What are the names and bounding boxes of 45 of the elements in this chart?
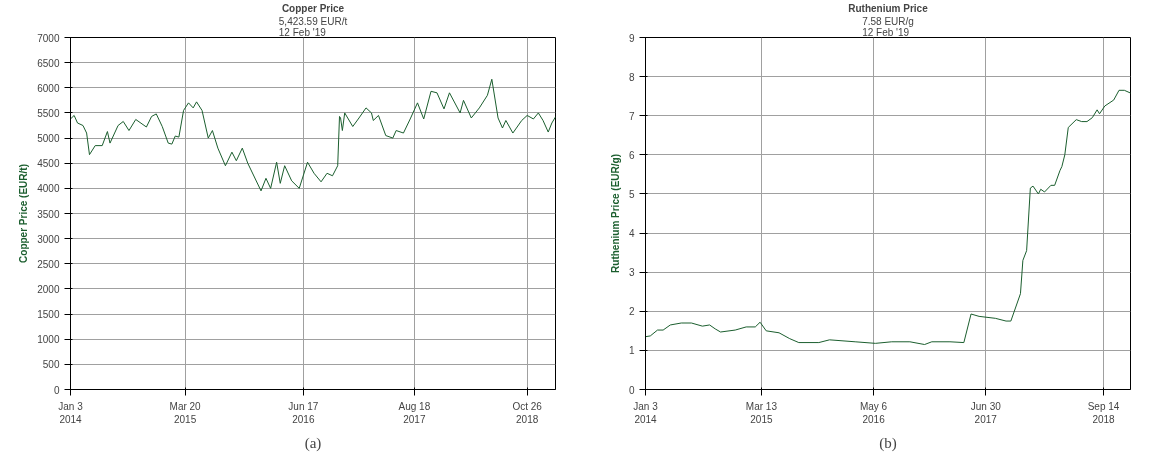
x-tick-label: May 6 2016 — [859, 400, 888, 425]
x-tick-label: Jun 30 2017 — [970, 400, 1002, 425]
y-tick-label: 8 — [628, 71, 635, 83]
y-tick-label: 2000 — [37, 283, 60, 295]
y-tick-label: 6000 — [37, 82, 60, 94]
y-tick-label: 0 — [628, 384, 635, 396]
x-tick-label: Jun 17 2016 — [288, 400, 319, 425]
line-series — [70, 78, 556, 192]
chart-subtitle: 7.58 EUR/g 12 Feb '19 — [862, 15, 914, 38]
x-tick-label: Jan 3 2014 — [633, 400, 659, 425]
x-tick-label: Jan 3 2014 — [58, 400, 84, 425]
y-tick-label: 7 — [628, 110, 635, 122]
chart-title: Copper Price — [281, 2, 345, 14]
y-tick-label: 5000 — [37, 133, 60, 145]
y-tick-label: 4500 — [37, 158, 60, 170]
x-tick-label: Mar 20 2015 — [169, 400, 202, 425]
y-axis-title: Ruthenium Price (EUR/g) — [609, 154, 621, 273]
chart-subtitle: 5,423.59 EUR/t 12 Feb '19 — [278, 15, 348, 38]
text: (b) — [879, 434, 897, 452]
y-tick-label: 4000 — [37, 183, 60, 195]
y-tick-label: 1 — [628, 345, 635, 357]
y-tick-label: 3000 — [37, 233, 60, 245]
x-tick-label: Aug 18 2017 — [398, 400, 431, 425]
y-tick-label: 4 — [628, 228, 635, 240]
text: (a) — [304, 434, 322, 452]
y-tick-label: 5 — [628, 188, 635, 200]
y-tick-label: 500 — [42, 359, 60, 371]
y-tick-label: 3500 — [37, 208, 60, 220]
y-tick-label: 7000 — [37, 32, 60, 44]
y-tick-label: 5500 — [37, 107, 60, 119]
y-tick-label: 2 — [628, 306, 635, 318]
line-series — [645, 89, 1131, 346]
x-tick-label: Sep 14 2018 — [1087, 400, 1120, 425]
y-tick-label: 0 — [53, 384, 60, 396]
y-tick-label: 2500 — [37, 258, 60, 270]
y-axis-title: Copper Price (EUR/t) — [18, 164, 30, 263]
y-tick-label: 6500 — [37, 57, 60, 69]
x-tick-label: Mar 13 2015 — [745, 400, 778, 425]
x-tick-label: Oct 26 2018 — [512, 400, 543, 425]
y-tick-label: 6 — [628, 149, 635, 161]
y-tick-label: 9 — [628, 32, 635, 44]
y-tick-label: 1000 — [37, 334, 60, 346]
y-tick-label: 3 — [628, 267, 635, 279]
y-tick-label: 1500 — [37, 309, 60, 321]
chart-title: Ruthenium Price — [848, 2, 929, 14]
